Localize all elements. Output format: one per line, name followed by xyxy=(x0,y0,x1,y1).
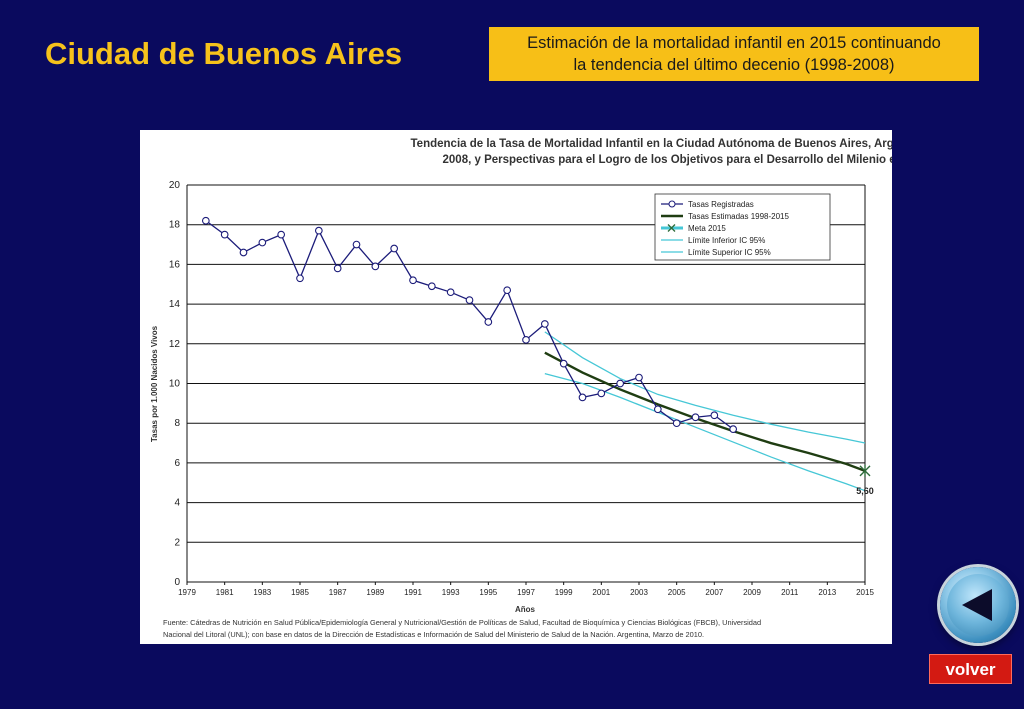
recorded-point xyxy=(409,276,417,285)
y-tick-label: 14 xyxy=(169,299,181,310)
x-tick-label: 1985 xyxy=(291,588,309,597)
recorded-point xyxy=(559,359,568,368)
x-axis-label: Años xyxy=(515,605,536,614)
source-line-2: Nacional del Litoral (UNL); con base en … xyxy=(163,630,704,639)
recorded-point xyxy=(522,335,530,344)
series-estimated-line xyxy=(544,351,866,472)
recorded-point xyxy=(729,425,738,434)
recorded-point xyxy=(446,288,455,297)
x-tick-label: 2009 xyxy=(743,588,761,597)
recorded-point xyxy=(635,373,643,382)
x-tick-label: 1993 xyxy=(442,588,460,597)
x-tick-label: 1995 xyxy=(479,588,497,597)
x-tick-label: 2015 xyxy=(856,588,874,597)
legend-box xyxy=(654,193,831,261)
x-tick-label: 1983 xyxy=(253,588,271,597)
x-tick-label: 2005 xyxy=(668,588,686,597)
legend-item: Límite Inferior IC 95% xyxy=(661,236,765,245)
y-tick-label: 2 xyxy=(174,537,180,548)
note-box: Estimación de la mortalidad infantil en … xyxy=(489,27,979,81)
legend-swatch xyxy=(667,224,676,232)
legend-label: Tasas Registradas xyxy=(688,200,754,209)
recorded-point xyxy=(390,244,399,253)
y-tick-label: 6 xyxy=(174,458,180,469)
triangle-left-icon xyxy=(962,589,992,621)
x-tick-label: 1979 xyxy=(178,588,196,597)
legend-item: Tasas Registradas xyxy=(661,200,754,209)
x-tick-label: 1997 xyxy=(517,588,535,597)
recorded-point xyxy=(653,405,662,414)
recorded-point xyxy=(597,389,606,398)
recorded-point xyxy=(578,393,587,402)
legend-label: Límite Inferior IC 95% xyxy=(688,236,765,245)
recorded-point xyxy=(296,274,304,283)
x-tick-label: 2003 xyxy=(630,588,648,597)
recorded-point xyxy=(672,419,681,428)
recorded-point xyxy=(616,379,625,388)
y-tick-label: 8 xyxy=(174,418,180,429)
x-tick-label: 2001 xyxy=(592,588,610,597)
y-tick-label: 10 xyxy=(169,379,181,390)
recorded-point xyxy=(352,240,361,249)
recorded-point xyxy=(503,286,512,295)
recorded-point xyxy=(691,413,700,422)
x-tick-label: 2013 xyxy=(818,588,836,597)
recorded-point xyxy=(465,296,474,304)
x-tick-label: 1981 xyxy=(216,588,234,597)
x-tick-label: 1987 xyxy=(329,588,347,597)
note-line-2: la tendencia del último decenio (1998-20… xyxy=(573,56,895,74)
page-title: Ciudad de Buenos Aires xyxy=(45,36,403,71)
x-tick-label: 1989 xyxy=(366,588,384,597)
recorded-point xyxy=(710,411,719,420)
chart-title-line-1: Tendencia de la Tasa de Mortalidad Infan… xyxy=(411,138,892,150)
x-tick-label: 1991 xyxy=(404,588,422,597)
mortality-chart: Tendencia de la Tasa de Mortalidad Infan… xyxy=(150,138,892,639)
y-tick-label: 16 xyxy=(169,259,181,270)
legend-item: Meta 2015 xyxy=(661,224,726,233)
legend-label: Meta 2015 xyxy=(688,224,726,233)
x-tick-label: 2007 xyxy=(705,588,723,597)
meta-value-label: 5,60 xyxy=(856,486,874,496)
y-tick-label: 4 xyxy=(174,498,180,509)
x-tick-label: 1999 xyxy=(555,588,573,597)
chart-panel: Tendencia de la Tasa de Mortalidad Infan… xyxy=(140,130,892,644)
recorded-point xyxy=(484,318,493,326)
legend-swatch-marker xyxy=(668,200,676,208)
legend-label: Tasas Estimadas 1998-2015 xyxy=(688,212,790,221)
series-recorded-line xyxy=(205,220,734,430)
volver-button[interactable]: volver xyxy=(929,654,1012,684)
y-axis-label: Tasas por 1.000 Nacidos Vivos xyxy=(150,325,159,442)
source-line-1: Fuente: Cátedras de Nutrición en Salud P… xyxy=(163,618,761,627)
note-line-1: Estimación de la mortalidad infantil en … xyxy=(527,34,941,52)
series-upper-ci-line xyxy=(544,331,866,444)
legend-item: Límite Superior IC 95% xyxy=(661,248,771,257)
y-tick-label: 20 xyxy=(169,180,181,191)
recorded-point xyxy=(239,248,248,257)
y-tick-label: 12 xyxy=(169,339,181,350)
recorded-point xyxy=(258,238,267,247)
x-tick-label: 2011 xyxy=(781,588,799,597)
back-button[interactable] xyxy=(940,567,1016,643)
recorded-point xyxy=(427,282,436,291)
recorded-point xyxy=(314,226,323,235)
recorded-point xyxy=(277,230,286,239)
chart-title-line-2: 2008, y Perspectivas para el Logro de lo… xyxy=(443,154,892,166)
legend-item: Tasas Estimadas 1998-2015 xyxy=(661,212,790,221)
legend-label: Límite Superior IC 95% xyxy=(688,248,771,257)
recorded-point xyxy=(371,262,380,271)
y-tick-label: 0 xyxy=(174,577,180,588)
y-tick-label: 18 xyxy=(169,220,181,231)
recorded-point xyxy=(201,216,210,225)
meta-2015-marker xyxy=(859,464,871,477)
series-lower-ci-line xyxy=(544,372,866,492)
recorded-point xyxy=(333,264,342,273)
recorded-point xyxy=(220,230,229,239)
recorded-point xyxy=(540,320,549,328)
